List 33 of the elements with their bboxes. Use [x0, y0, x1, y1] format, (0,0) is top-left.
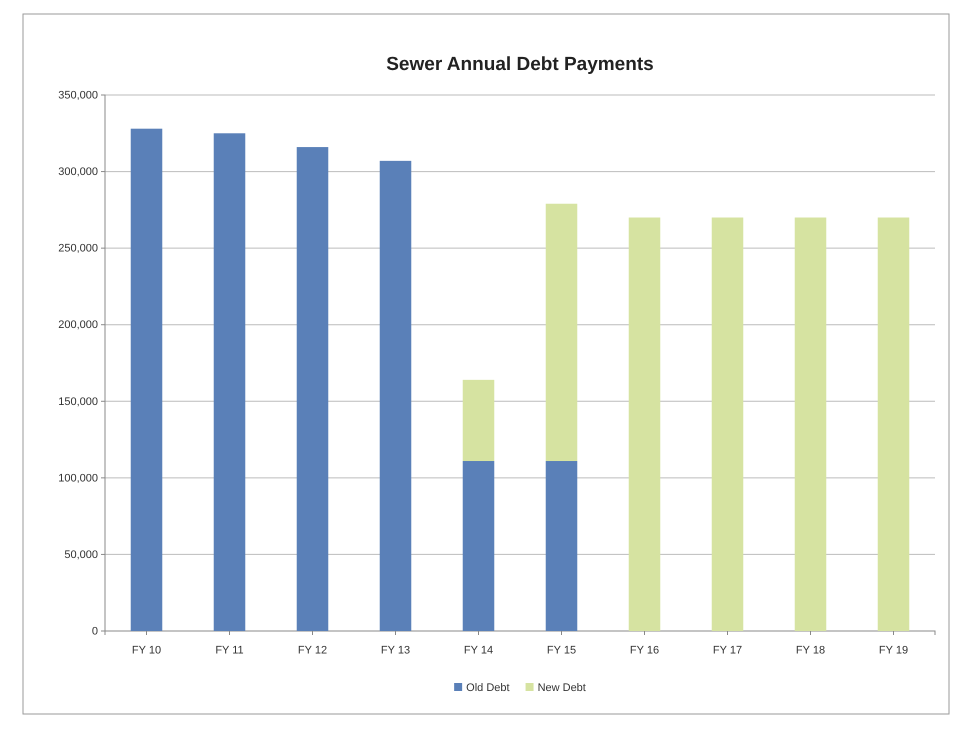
- bar: [794, 218, 826, 631]
- bar: [296, 147, 328, 631]
- bar: [546, 204, 578, 462]
- y-tick-label: 50,000: [64, 548, 98, 561]
- x-tick-label: FY 13: [380, 644, 410, 656]
- x-tick-label: FY 15: [546, 644, 576, 656]
- x-tick-label: FY 12: [298, 644, 328, 656]
- bar: [878, 218, 910, 631]
- x-tick-label: FY 11: [215, 644, 244, 656]
- y-tick-label: 200,000: [58, 319, 98, 332]
- bar: [130, 128, 162, 631]
- x-tick-label: FY 10: [132, 644, 162, 656]
- chart-title: Sewer Annual Debt Payments: [386, 54, 654, 75]
- y-tick-label: 150,000: [58, 396, 98, 408]
- bar: [628, 218, 660, 631]
- bar: [214, 133, 246, 631]
- y-tick-label: 100,000: [58, 472, 98, 484]
- bar: [546, 461, 578, 631]
- y-tick-label: 300,000: [58, 166, 98, 178]
- x-tick-label: FY 14: [464, 644, 494, 656]
- x-tick-label: FY 18: [796, 644, 826, 656]
- bar: [380, 160, 412, 631]
- y-tick-label: 250,000: [58, 242, 98, 255]
- bar: [462, 380, 494, 462]
- y-tick-label: 350,000: [58, 90, 98, 102]
- x-tick-label: FY 16: [630, 644, 660, 656]
- x-tick-label: FY 19: [878, 644, 908, 656]
- y-tick-label: 0: [92, 626, 98, 638]
- legend-label: Old Debt: [466, 682, 510, 694]
- x-tick-label: FY 17: [712, 644, 742, 656]
- bar: [712, 218, 744, 631]
- legend-label: New Debt: [538, 682, 586, 694]
- bar: [462, 461, 494, 631]
